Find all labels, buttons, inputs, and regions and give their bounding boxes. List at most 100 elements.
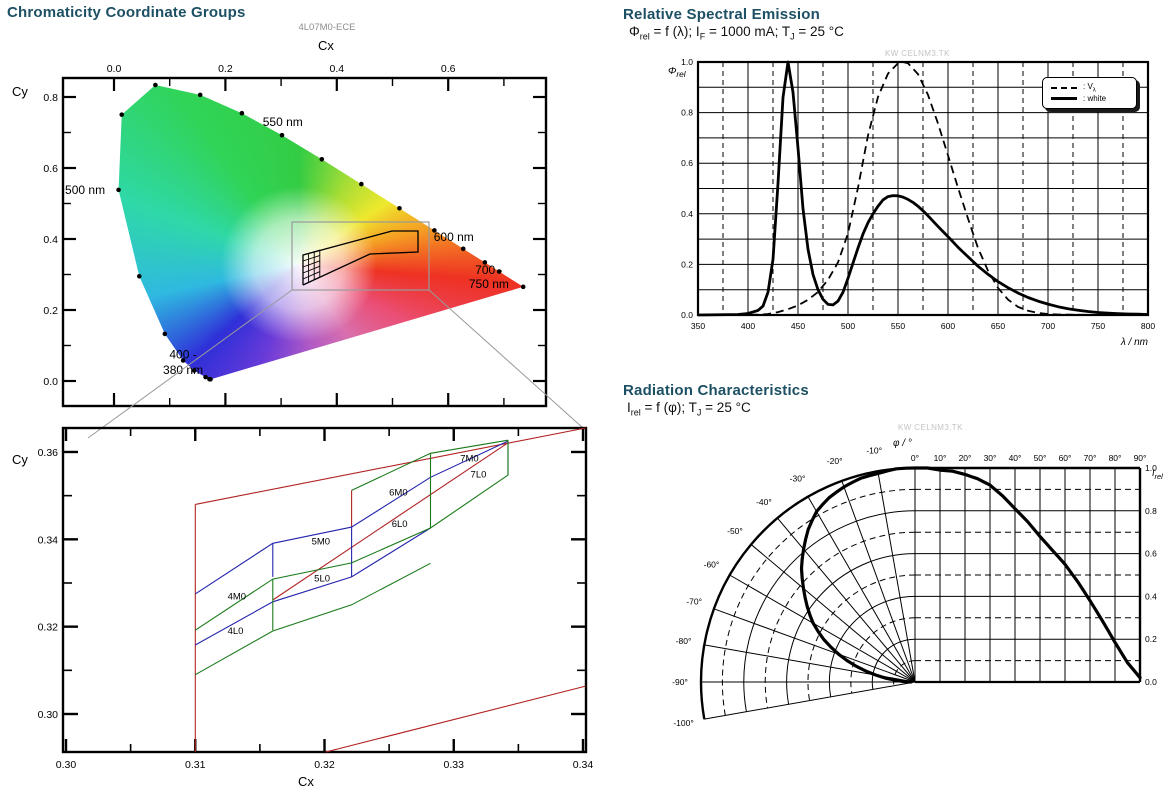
bin-boundary-red — [272, 442, 509, 601]
locus-wavelength-dot — [136, 273, 142, 279]
hatch-line — [302, 276, 321, 286]
y-tick-label: 0.2 — [43, 305, 58, 317]
polar-arc — [893, 660, 916, 686]
locus-wavelength-dot — [153, 82, 158, 88]
bin-label-7L0: 7L0 — [471, 469, 487, 480]
legend-item: : white — [1051, 93, 1129, 104]
angle-label-neg: -70° — [686, 597, 702, 607]
x-tick-label: 750 — [1091, 321, 1105, 331]
radiation-section-title: Radiation Characteristics — [623, 382, 809, 399]
y-tick-label: 0.0 — [681, 310, 693, 320]
chromaticity-zoom-chart: 0.30 0.31 0.32 0.33 0.34 0.36 0.34 0.32 0.30 4M0 4… — [38, 426, 594, 771]
bin-boundary-green — [195, 562, 431, 676]
wavelength-label: 700 - — [475, 263, 502, 277]
wavelength-label: 400 - — [169, 347, 196, 361]
wavelength-label: 600 nm — [434, 230, 474, 244]
angle-label-top: 60° — [1059, 453, 1072, 463]
y-tick-label: 0.32 — [38, 622, 59, 634]
y-tick-label: 0.4 — [681, 209, 693, 219]
angle-label-top: 20° — [959, 453, 972, 463]
angle-label-neg: -80° — [676, 636, 692, 646]
spectral-legend: : Vλ: white — [1042, 77, 1137, 109]
locus-wavelength-dot — [319, 157, 325, 162]
locus-wavelength-dot — [191, 368, 197, 373]
locus-wavelength-dot — [359, 181, 364, 187]
y-tick-label: 0.30 — [38, 709, 59, 721]
bin-label-4L0: 4L0 — [228, 626, 244, 637]
locus-wavelength-dot — [116, 187, 121, 193]
spectral-x-axis-label: λ / nm — [1120, 337, 1148, 348]
y-tick-label: 0.36 — [38, 447, 59, 459]
y-tick-label: 0.0 — [43, 376, 58, 388]
x-tick-label: 0.2 — [218, 63, 233, 75]
locus-wavelength-dot — [119, 112, 125, 117]
angle-label-top: 10° — [934, 453, 947, 463]
chromaticity-section-title: Chromaticity Coordinate Groups — [7, 4, 246, 21]
angle-label-neg: -30° — [790, 473, 806, 483]
bin-code-label: 4L07M0-ECE — [298, 22, 356, 33]
spectral-section-title: Relative Spectral Emission — [623, 6, 820, 23]
curve-V_lambda — [698, 61, 1148, 316]
angle-label-neg: -60° — [704, 560, 720, 570]
polar-spoke — [807, 496, 916, 683]
angle-label-top: 70° — [1084, 453, 1097, 463]
cie-chromaticity-diagram: 0.0 0.2 0.4 0.6 0.8 0.6 0.4 0.2 0.0 550 nm 500 nm 6… — [43, 63, 584, 439]
x-tick-label: 0.34 — [573, 759, 594, 771]
locus-wavelength-dot — [239, 110, 245, 116]
spectral-watermark: KW CELNM3.TK — [885, 49, 950, 58]
bin-label-7M0: 7M0 — [460, 454, 478, 465]
x-tick-label: 800 — [1141, 321, 1155, 331]
hatch-line — [302, 254, 321, 262]
x-tick-label: 0.0 — [107, 63, 122, 75]
zoom-x-axis-label: Cx — [298, 774, 314, 789]
wavelength-label: 380 nm — [163, 363, 203, 377]
bin-label-6L0: 6L0 — [392, 519, 408, 530]
y-tick-label: 0.2 — [681, 259, 693, 269]
x-tick-label: 0.6 — [441, 63, 456, 75]
radiation-irel-label: Irel — [1152, 468, 1163, 481]
radiation-characteristics-chart: 0° 10° 20° 30° 40° 50° 60° 70° 80° 90° -10° -20° -30… — [672, 446, 1157, 728]
locus-wavelength-dot — [520, 284, 526, 290]
bin-boundary-green — [351, 439, 509, 491]
hatch-line — [302, 265, 321, 274]
x-tick-label: 500 — [841, 321, 855, 331]
x-tick-label: 700 — [1041, 321, 1055, 331]
y-tick-label: 1.0 — [681, 57, 693, 67]
y-tick-label: 0.8 — [43, 92, 58, 104]
cie-plot-frame — [61, 76, 548, 408]
locus-wavelength-dot — [397, 205, 402, 211]
polar-arc — [871, 638, 916, 690]
angle-label-neg: -20° — [827, 456, 843, 466]
bin-boundary-green — [194, 474, 509, 631]
hatch-line — [302, 249, 321, 256]
irel-tick-label: 0.6 — [1145, 549, 1157, 559]
angle-label-top: 40° — [1009, 453, 1022, 463]
locus-wavelength-dot — [279, 132, 285, 138]
radiation-curve — [799, 466, 1142, 684]
spectral-plot-frame — [696, 60, 1150, 317]
locus-wavelength-dot — [180, 358, 186, 363]
zoom-y-axis-label: Cy — [12, 452, 28, 467]
x-tick-label: 400 — [741, 321, 755, 331]
dashed-line-sample — [1051, 86, 1077, 89]
hatch-line — [302, 271, 321, 280]
solid-line-sample — [1051, 97, 1077, 100]
wavelength-label: 550 nm — [263, 115, 303, 129]
radiation-watermark: KW CELNM3.TK — [898, 423, 963, 432]
x-tick-label: 0.31 — [185, 759, 206, 771]
bin-label-5L0: 5L0 — [314, 574, 330, 585]
bin-label-5M0: 5M0 — [312, 537, 330, 548]
irel-tick-label: 1.0 — [1145, 463, 1157, 473]
curve-white — [697, 60, 1149, 317]
irel-tick-label: 0.2 — [1145, 634, 1157, 644]
polar-arc — [743, 510, 916, 712]
spectral-y-axis-label: Φrel — [668, 66, 686, 79]
x-tick-label: 650 — [991, 321, 1005, 331]
polar-spoke — [704, 681, 916, 720]
spectral-conditions: Φrel = f (λ); IF = 1000 mA; TJ = 25 °C — [629, 24, 844, 42]
angle-label-top: 80° — [1109, 453, 1122, 463]
polar-arc — [807, 574, 916, 701]
polar-arc — [699, 466, 916, 720]
bin-boundary-red — [325, 685, 586, 753]
